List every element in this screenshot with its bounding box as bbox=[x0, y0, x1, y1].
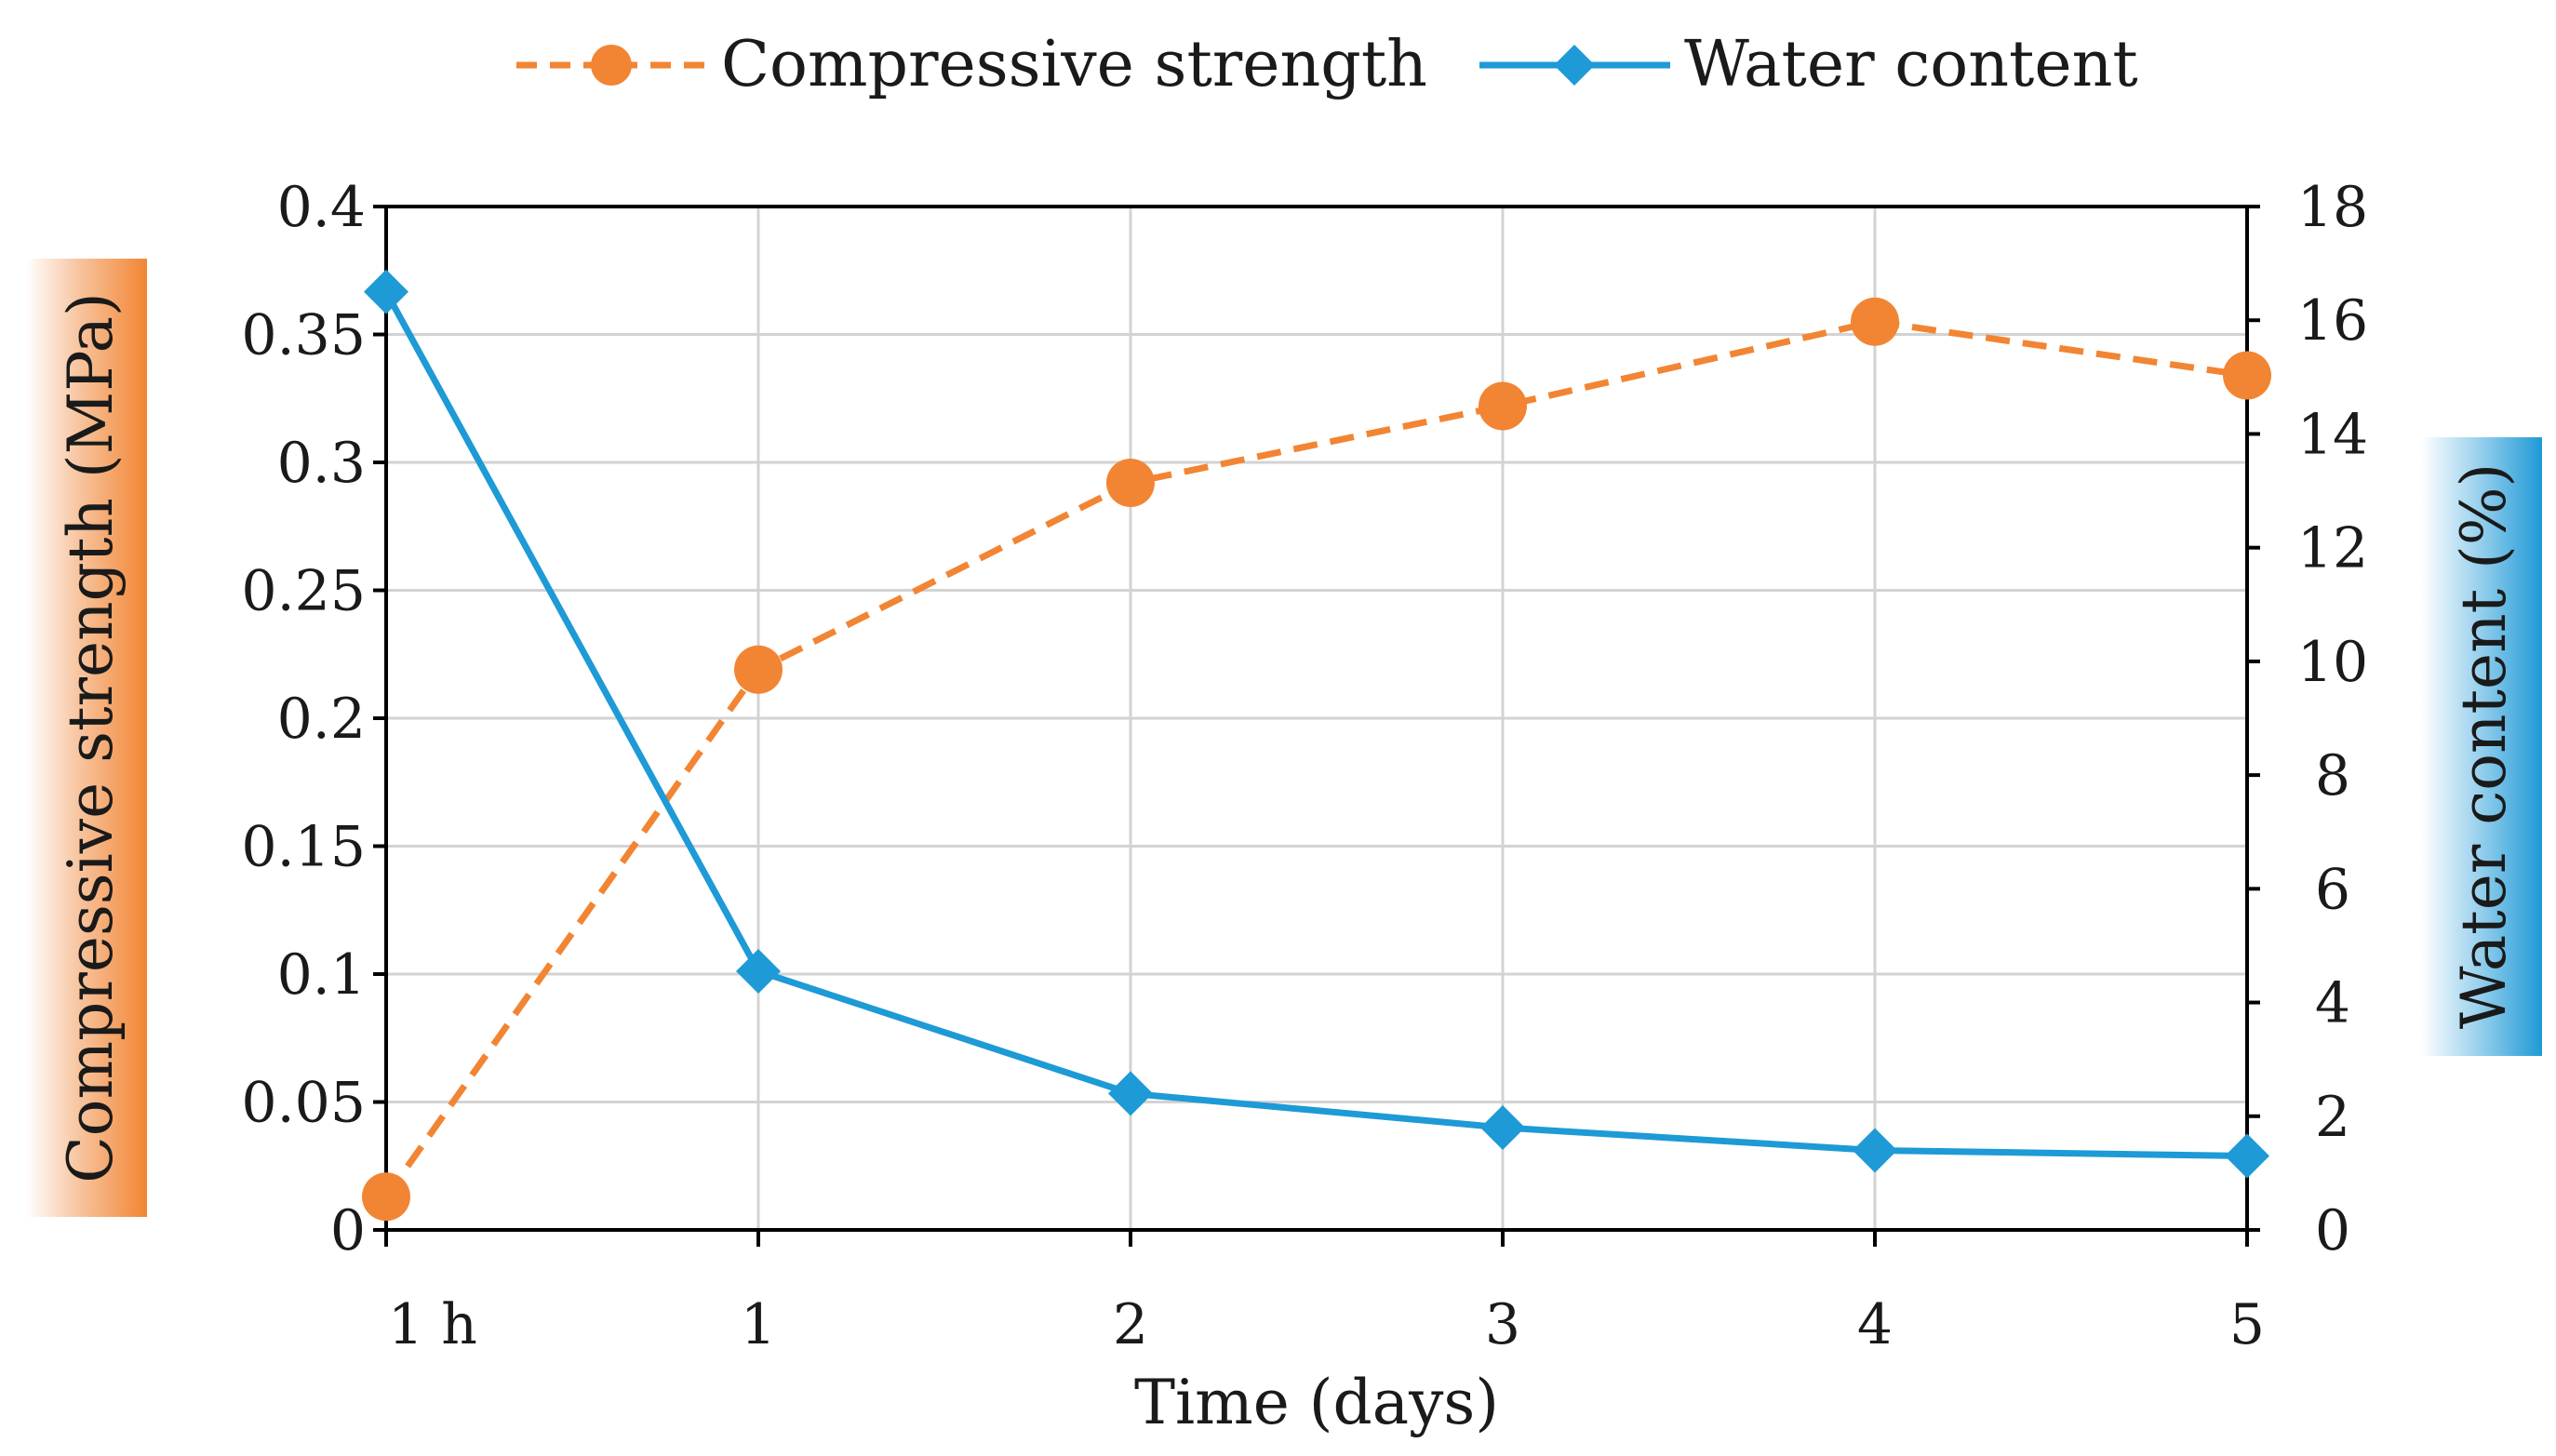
data-point-water-content-1 bbox=[736, 948, 781, 994]
left-tick-label: 0.2 bbox=[277, 687, 366, 752]
right-tick-label: 16 bbox=[2297, 288, 2368, 354]
right-tick-label: 14 bbox=[2297, 402, 2368, 467]
x-axis-title: Time (days) bbox=[1134, 1367, 1499, 1438]
legend: Compressive strength Water content bbox=[516, 28, 2138, 101]
x-tick-label: 1 bbox=[741, 1292, 776, 1357]
data-point-compressive-strength-1 bbox=[734, 645, 783, 694]
right-tick-label: 6 bbox=[2315, 857, 2350, 922]
x-tick-label: 2 bbox=[1113, 1292, 1148, 1357]
data-point-compressive-strength-5 bbox=[2223, 351, 2271, 400]
data-point-water-content-2 bbox=[1108, 1071, 1153, 1116]
data-point-compressive-strength-2 bbox=[1106, 459, 1155, 507]
x-tick-label: 5 bbox=[2229, 1292, 2265, 1357]
data-point-compressive-strength-4 bbox=[1851, 297, 1899, 346]
left-axis-title-text: Compressive strength (MPa) bbox=[55, 292, 127, 1182]
right-tick-label: 4 bbox=[2315, 971, 2350, 1036]
right-tick-label: 12 bbox=[2297, 516, 2368, 581]
x-tick-label: 3 bbox=[1485, 1292, 1520, 1357]
data-point-water-content-0 bbox=[364, 269, 408, 314]
x-axis-ticks: 1 h 1 2 3 4 5 bbox=[384, 1230, 2265, 1357]
legend-compressive-strength-label: Compressive strength bbox=[721, 28, 1427, 101]
plot-frame bbox=[384, 205, 2249, 1232]
right-tick-label: 10 bbox=[2297, 630, 2368, 695]
series-line-compressive-strength bbox=[383, 318, 2248, 1199]
legend-item-compressive-strength: Compressive strength bbox=[516, 28, 1427, 101]
data-point-water-content-4 bbox=[1853, 1128, 1897, 1173]
left-axis-ticks: 0 0.05 0.1 0.15 0.2 0.25 0.3 0.35 0.4 bbox=[241, 175, 386, 1263]
left-tick-label: 0.4 bbox=[277, 175, 366, 240]
grid bbox=[386, 205, 2249, 1230]
left-axis-title-band bbox=[26, 259, 147, 1217]
data-point-water-content-5 bbox=[2225, 1133, 2269, 1179]
left-tick-label: 0 bbox=[330, 1198, 366, 1263]
legend-water-content-label: Water content bbox=[1684, 28, 2138, 101]
right-axis-title: Water content (%) bbox=[2421, 437, 2542, 1056]
right-tick-label: 0 bbox=[2315, 1198, 2350, 1263]
left-tick-label: 0.25 bbox=[241, 559, 366, 624]
right-axis-title-text: Water content (%) bbox=[2448, 463, 2520, 1030]
data-point-compressive-strength-3 bbox=[1479, 381, 1527, 431]
left-tick-label: 0.1 bbox=[277, 942, 366, 1008]
data-point-compressive-strength-0 bbox=[362, 1172, 410, 1222]
left-axis-title: Compressive strength (MPa) bbox=[26, 259, 147, 1217]
right-axis-title-band bbox=[2421, 437, 2542, 1056]
legend-item-water-content: Water content bbox=[1479, 28, 2138, 101]
left-tick-label: 0.35 bbox=[241, 303, 366, 368]
series-line-water-content bbox=[382, 289, 2248, 1160]
series bbox=[362, 269, 2271, 1222]
right-tick-label: 2 bbox=[2315, 1085, 2350, 1150]
x-tick-label: 1 h bbox=[388, 1292, 477, 1357]
legend-compressive-strength-marker bbox=[591, 45, 632, 86]
left-tick-label: 0.05 bbox=[241, 1071, 366, 1136]
left-tick-label: 0.15 bbox=[241, 815, 366, 880]
right-tick-label: 8 bbox=[2315, 743, 2350, 808]
legend-water-content-marker bbox=[1554, 45, 1595, 86]
data-point-water-content-3 bbox=[1480, 1105, 1525, 1150]
right-tick-label: 18 bbox=[2297, 175, 2368, 240]
left-tick-label: 0.3 bbox=[277, 431, 366, 496]
right-axis-ticks: 0 2 4 6 8 10 12 14 16 18 bbox=[2247, 175, 2368, 1263]
x-tick-label: 4 bbox=[1857, 1292, 1893, 1357]
